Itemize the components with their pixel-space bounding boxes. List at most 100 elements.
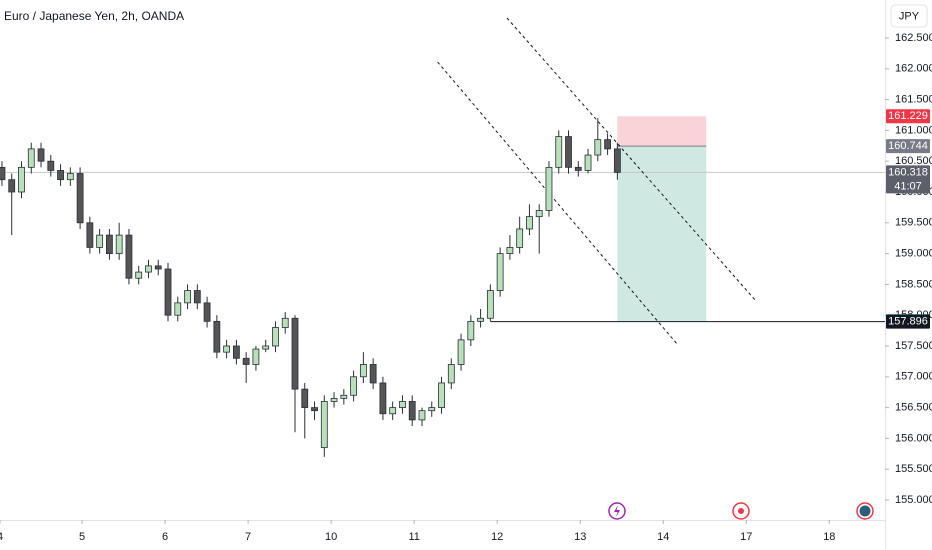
y-tick-label: 155.500 — [895, 463, 932, 475]
y-tick-label: 159.000 — [895, 248, 932, 260]
candle-body — [379, 382, 387, 415]
candle-body — [252, 348, 260, 365]
x-tick-label: 14 — [657, 531, 669, 543]
y-tick-label: 161.000 — [895, 124, 932, 136]
y-tick-label: 158.500 — [895, 278, 932, 290]
y-tick-label: 157.500 — [895, 340, 932, 352]
currency-label[interactable]: JPY — [899, 10, 920, 22]
x-tick-label: 6 — [162, 531, 168, 543]
globe-icon — [859, 505, 871, 517]
candle-body — [203, 302, 211, 322]
y-tick-label: 156.000 — [895, 432, 932, 444]
candle-body — [301, 388, 309, 408]
candle-body — [174, 302, 182, 316]
y-tick-label: 155.000 — [895, 494, 932, 506]
candle-body — [223, 345, 231, 353]
candle-body — [96, 234, 104, 248]
candle-body — [594, 139, 602, 156]
candle-body — [555, 136, 563, 168]
candle-body — [281, 317, 289, 328]
event-dot — [738, 508, 744, 514]
candle-body — [350, 376, 358, 396]
candle-body — [399, 401, 406, 408]
candle-body — [57, 170, 64, 181]
candle-body — [18, 166, 25, 193]
candle-body — [613, 148, 621, 173]
x-tick-label: 17 — [740, 531, 752, 543]
x-tick-label: 12 — [491, 531, 503, 543]
candle-body — [125, 234, 133, 279]
x-tick-label: 11 — [408, 531, 419, 543]
candle-body — [311, 407, 318, 412]
currency-button[interactable] — [890, 4, 928, 28]
candle-body — [516, 228, 524, 248]
candle-body — [330, 397, 338, 402]
candle-body — [135, 271, 143, 279]
candle-body — [506, 247, 514, 254]
candle-body — [232, 345, 240, 359]
candle-body — [467, 320, 475, 341]
candle-body — [389, 407, 397, 415]
candle-body — [574, 166, 582, 171]
x-tick-label: 5 — [79, 531, 85, 543]
candle-body — [86, 222, 94, 248]
candle-body — [0, 166, 6, 181]
candle-body — [418, 410, 426, 421]
stop-tag-label: 161.229 — [888, 110, 928, 122]
entry-tag-label: 160.744 — [888, 140, 928, 152]
candle-body — [359, 364, 367, 378]
candle-body — [164, 268, 172, 316]
candle-body — [535, 210, 543, 218]
stop-zone — [617, 116, 707, 147]
candle-body — [438, 382, 445, 408]
candle-body — [565, 136, 572, 168]
candle-body — [369, 364, 377, 384]
candle-body — [262, 345, 270, 350]
last-price-tag-label: 160.318 — [888, 166, 928, 178]
stop-tag — [886, 109, 930, 124]
candle-body — [66, 173, 74, 181]
candle-body — [496, 253, 504, 291]
candle-body — [584, 154, 592, 171]
candle-body — [526, 216, 533, 230]
candle-body — [486, 290, 494, 319]
candle-body — [242, 357, 250, 365]
candle-body — [320, 401, 328, 449]
y-tick-label: 161.500 — [895, 94, 932, 106]
x-tick-label: 10 — [325, 531, 337, 543]
y-tick-label: 162.000 — [895, 63, 932, 75]
candle-body — [154, 265, 162, 270]
hline-tag — [886, 314, 930, 329]
candle-body — [193, 290, 201, 304]
last-price-tag — [886, 165, 930, 194]
trendline — [506, 17, 756, 301]
x-tick-label: 18 — [823, 531, 835, 543]
chart-title: Euro / Japanese Yen, 2h, OANDA — [4, 9, 184, 23]
candle-body — [184, 290, 191, 304]
y-axis: 155.000 155.500 156.000 156.500 157.000 157.5… — [885, 32, 932, 506]
x-tick-label: 4 — [0, 531, 3, 543]
candle-body — [8, 179, 16, 193]
candle-body — [47, 160, 55, 171]
plot-area — [0, 17, 885, 457]
y-tick-label: 157.000 — [895, 371, 932, 383]
y-tick-label: 162.500 — [895, 32, 932, 44]
entry-tag — [886, 139, 930, 154]
y-tick-label: 156.500 — [895, 401, 932, 413]
y-tick-label: 159.500 — [895, 217, 932, 229]
lightning-icon — [614, 505, 620, 517]
candle-body — [106, 234, 113, 254]
candle-body — [115, 234, 123, 254]
candle-body — [291, 317, 299, 390]
candle-body — [447, 364, 455, 384]
candle-body — [340, 394, 348, 399]
candle-body — [408, 401, 416, 421]
candle-body — [604, 139, 611, 150]
candle-body — [27, 148, 35, 168]
candle-body — [545, 166, 553, 211]
candle-body — [76, 173, 84, 224]
candle-body — [428, 407, 436, 412]
